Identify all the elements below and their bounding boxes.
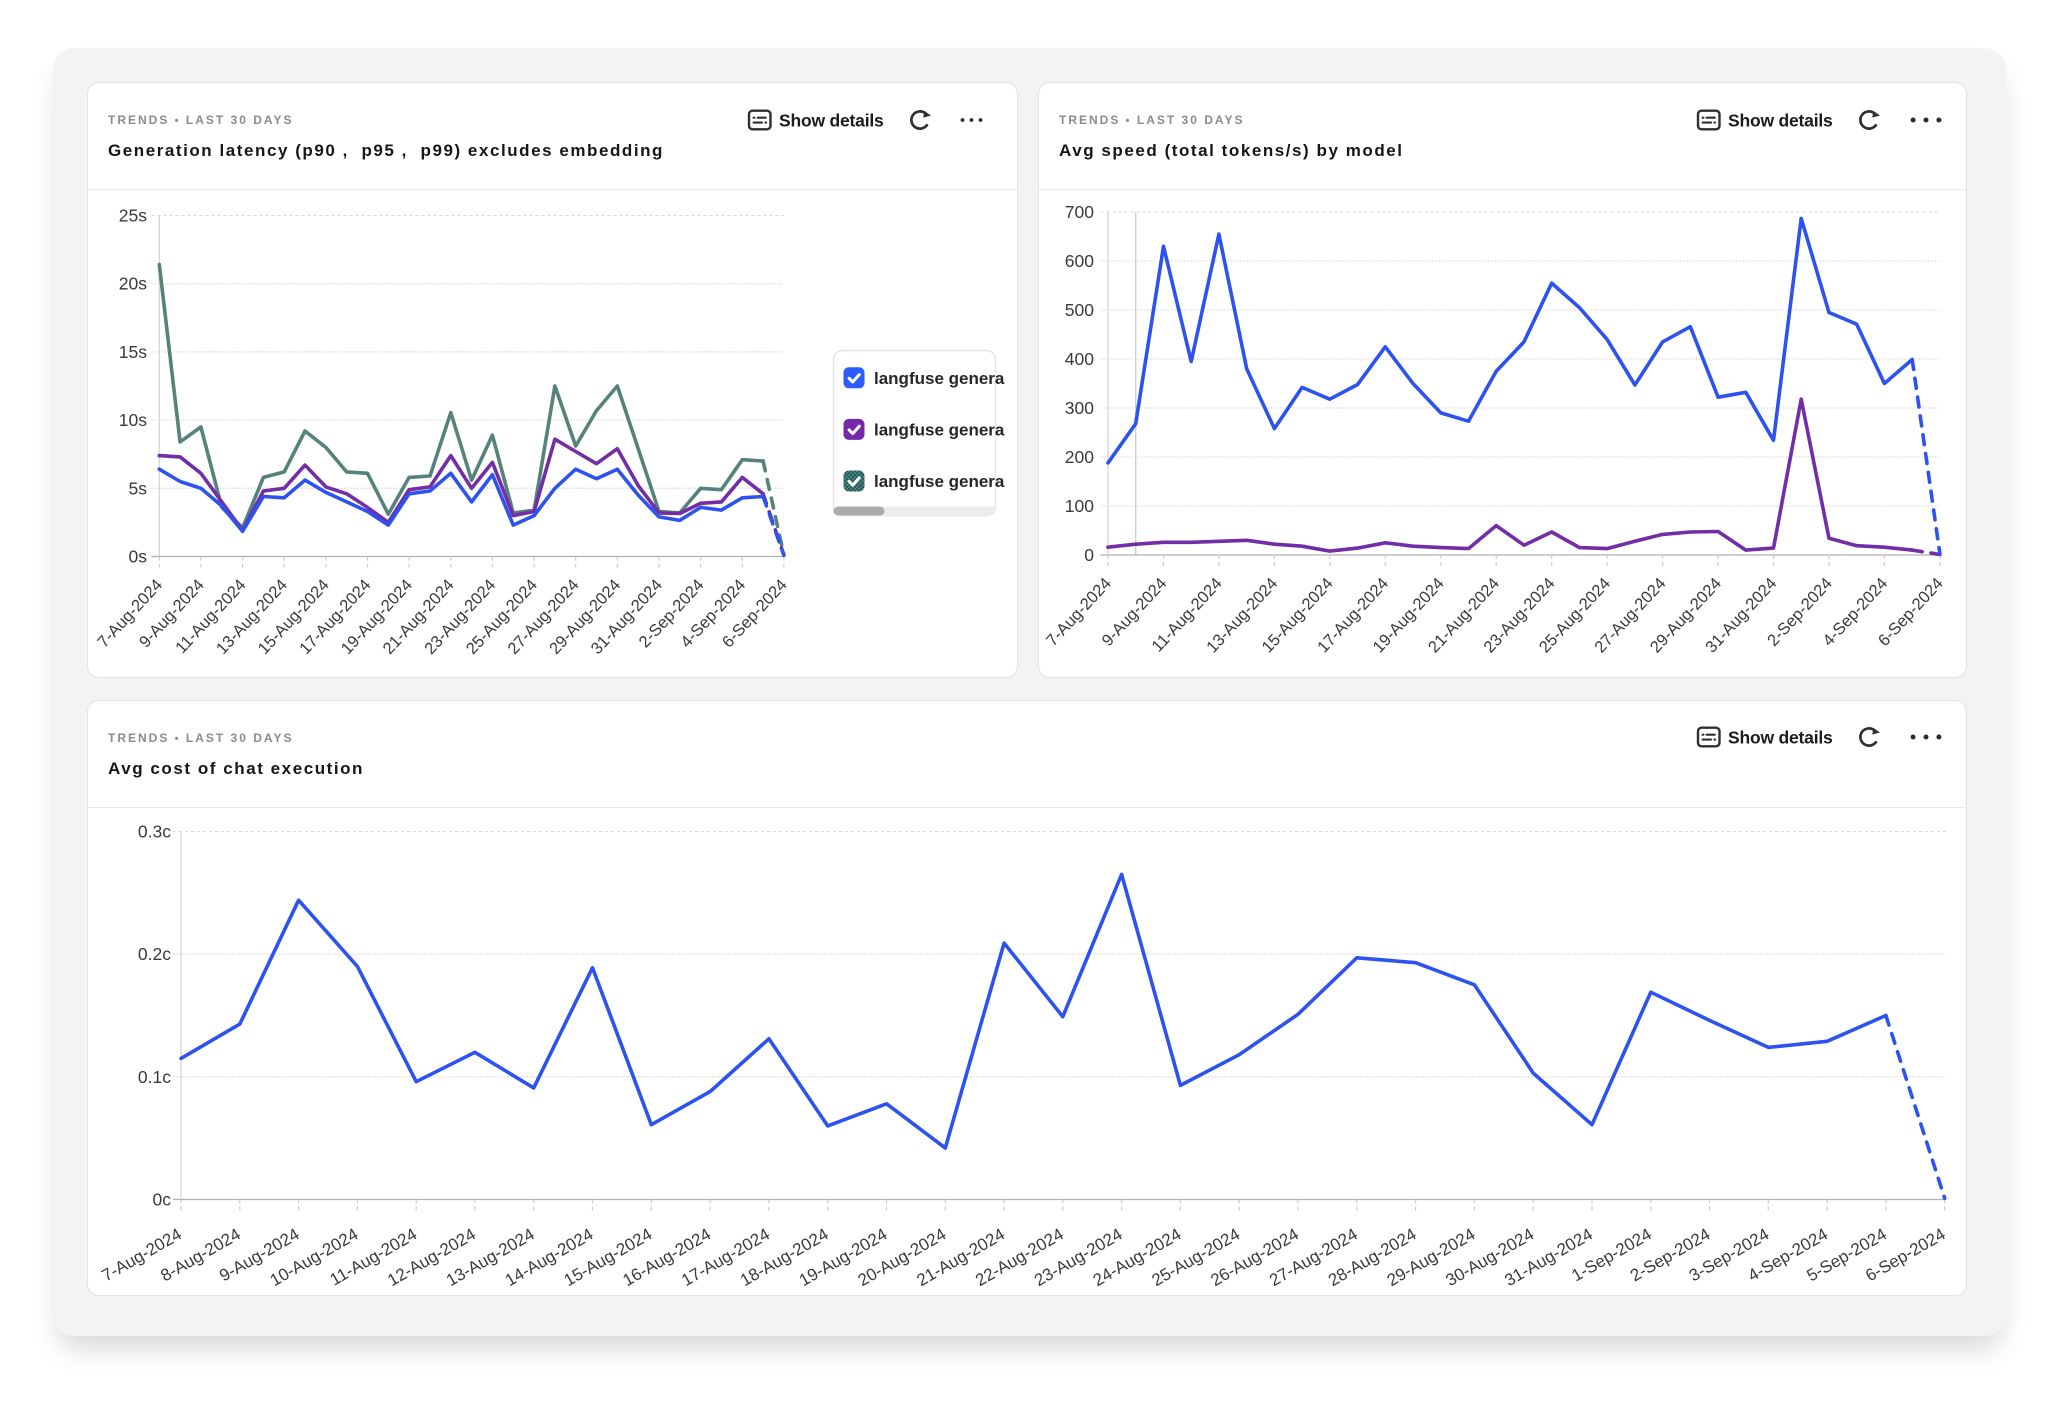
svg-text:0.1c: 0.1c bbox=[138, 1067, 171, 1087]
svg-text:700: 700 bbox=[1065, 202, 1094, 222]
svg-text:500: 500 bbox=[1065, 300, 1094, 320]
svg-text:Show details: Show details bbox=[1728, 111, 1833, 131]
svg-text:25s: 25s bbox=[119, 206, 147, 226]
svg-text:400: 400 bbox=[1065, 349, 1094, 369]
svg-text:600: 600 bbox=[1065, 251, 1094, 271]
svg-text:100: 100 bbox=[1065, 496, 1094, 516]
svg-text:15s: 15s bbox=[119, 342, 147, 362]
svg-text:0.2c: 0.2c bbox=[138, 944, 171, 964]
svg-text:0c: 0c bbox=[153, 1190, 172, 1210]
svg-text:5s: 5s bbox=[129, 478, 148, 498]
svg-text:300: 300 bbox=[1065, 398, 1094, 418]
svg-text:20s: 20s bbox=[119, 274, 147, 294]
svg-text:0: 0 bbox=[1084, 545, 1094, 565]
svg-text:langfuse genera: langfuse genera bbox=[874, 420, 1005, 439]
svg-text:200: 200 bbox=[1065, 447, 1094, 467]
svg-text:Show details: Show details bbox=[779, 111, 884, 131]
svg-text:0s: 0s bbox=[129, 547, 148, 567]
svg-text:0.3c: 0.3c bbox=[138, 822, 171, 842]
svg-text:10s: 10s bbox=[119, 410, 147, 430]
svg-text:langfuse genera: langfuse genera bbox=[874, 369, 1005, 388]
svg-text:Show details: Show details bbox=[1728, 728, 1833, 748]
svg-text:langfuse genera: langfuse genera bbox=[874, 472, 1005, 491]
